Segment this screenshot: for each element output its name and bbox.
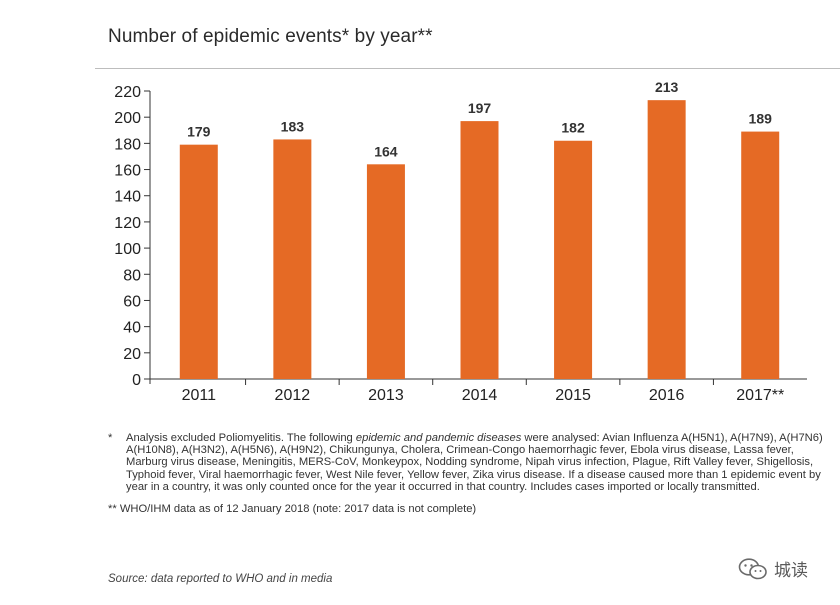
data-label: 179 <box>187 124 211 140</box>
y-tick-label: 160 <box>114 163 141 180</box>
y-tick-label: 180 <box>114 136 141 153</box>
bar <box>741 131 780 379</box>
data-label: 182 <box>561 120 585 136</box>
footnote-text-b: were analysed: Avian Influenza A(H5N1), … <box>126 432 823 493</box>
x-tick-label: 2017** <box>736 387 784 404</box>
x-tick-label: 2013 <box>368 387 404 404</box>
bar <box>647 100 686 379</box>
data-label: 183 <box>281 118 305 134</box>
y-tick-label: 80 <box>123 267 141 284</box>
wechat-icon <box>738 557 767 579</box>
y-tick-label: 60 <box>123 293 141 310</box>
y-tick-label: 0 <box>132 372 141 389</box>
bar <box>366 164 405 379</box>
footnote-text-emphasis: epidemic and pandemic diseases <box>355 432 522 444</box>
x-tick-label: 2011 <box>182 387 217 404</box>
data-label: 213 <box>655 79 679 95</box>
y-tick-label: 100 <box>114 241 141 258</box>
x-tick-label: 2014 <box>462 387 498 404</box>
source-note: Source: data reported to WHO and in medi… <box>108 573 333 585</box>
chart-area: 0 20 40 60 80 100 120 140 160 180 200 220 179 2011 183… <box>95 68 840 411</box>
y-tick-label: 140 <box>114 189 141 206</box>
data-label: 189 <box>749 111 773 127</box>
watermark-text: 城读 <box>774 561 808 580</box>
x-tick-label: 2012 <box>275 387 311 404</box>
bar <box>554 140 593 379</box>
watermark: 城读 <box>738 556 808 581</box>
x-tick-label: 2016 <box>649 387 685 404</box>
footnotes: * Analysis excluded Poliomyelitis. The f… <box>108 432 824 515</box>
chart-title: Number of epidemic events* by year** <box>108 26 433 47</box>
bar-chart: 0 20 40 60 80 100 120 140 160 180 200 220 179 2011 183… <box>114 79 807 404</box>
y-tick-label: 40 <box>123 320 141 337</box>
bar <box>273 139 312 379</box>
data-label: 164 <box>374 143 398 159</box>
y-tick-label: 200 <box>114 110 141 127</box>
y-tick-label: 120 <box>114 215 141 232</box>
footnote-analysis: * Analysis excluded Poliomyelitis. The f… <box>108 432 824 493</box>
bar <box>179 144 218 379</box>
x-tick-label: 2015 <box>555 387 591 404</box>
footnote-text-a: Analysis excluded Poliomyelitis. The fol… <box>126 432 356 444</box>
data-label: 197 <box>468 100 492 116</box>
footnote-data-date: ** WHO/IHM data as of 12 January 2018 (n… <box>108 503 477 516</box>
y-tick-label: 20 <box>123 346 141 363</box>
footnote-marker: * <box>108 432 113 444</box>
bar <box>460 121 499 379</box>
y-tick-label: 220 <box>114 84 141 101</box>
